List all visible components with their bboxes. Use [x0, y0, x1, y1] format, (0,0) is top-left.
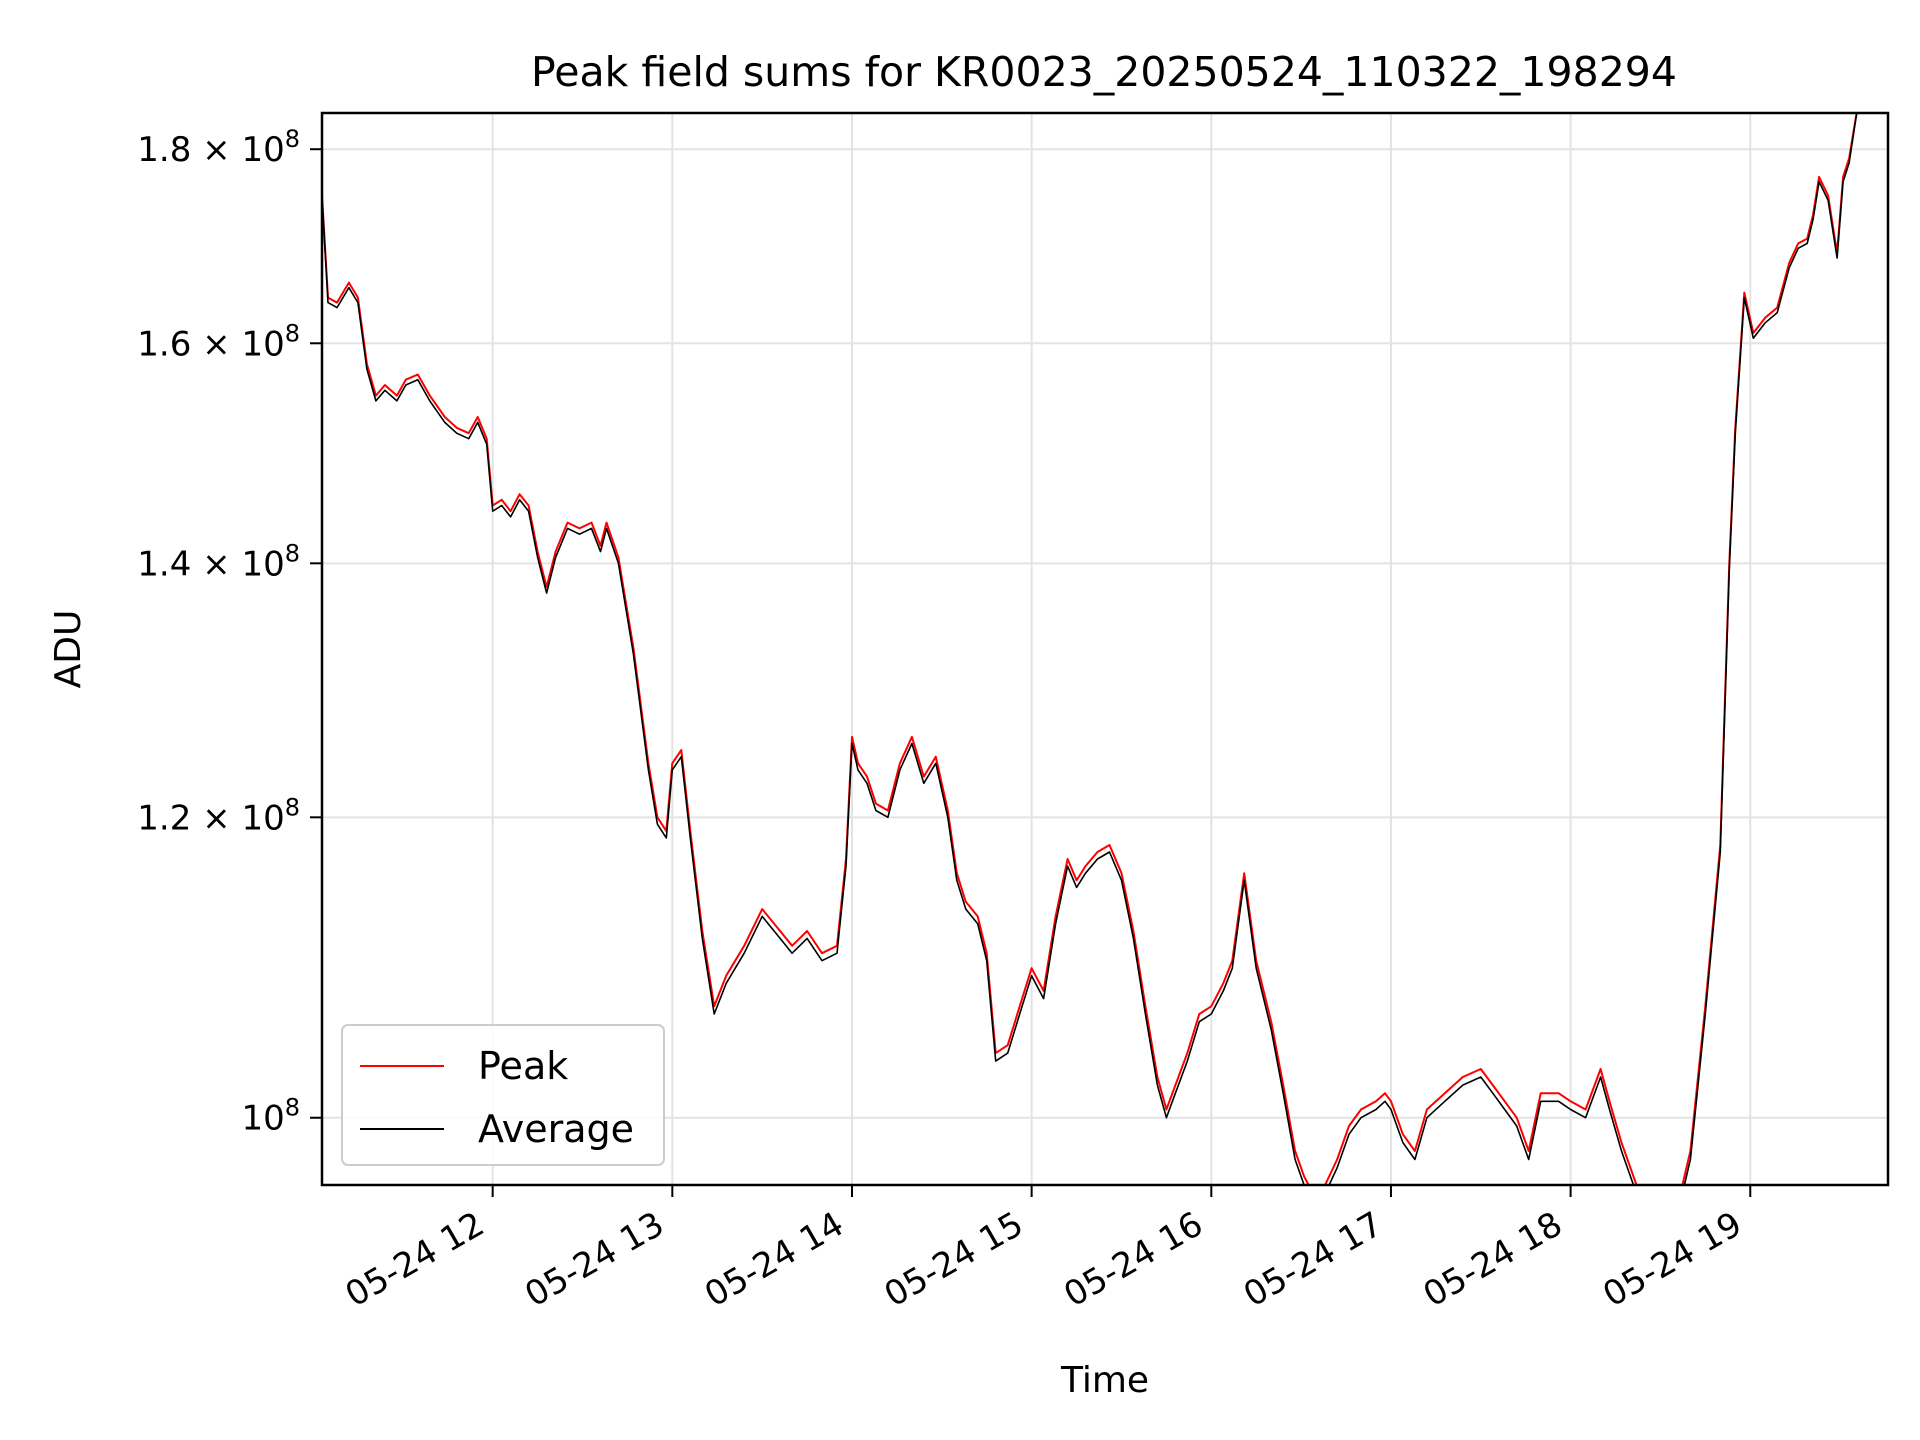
y-tick-times: ×: [191, 324, 241, 364]
y-tick-base: 10: [241, 130, 284, 170]
y-tick-exponent: 8: [285, 1094, 300, 1122]
y-tick-times: ×: [191, 544, 241, 584]
x-tick-label: 05-24 15: [878, 1204, 1030, 1315]
series-line-peak: [322, 113, 1858, 1185]
y-tick-exponent: 8: [285, 539, 300, 567]
x-axis-label: Time: [1060, 1360, 1149, 1401]
y-tick-mantissa: 1.4: [137, 544, 191, 584]
y-tick-label: 1.2 × 108: [137, 793, 300, 838]
y-tick-base: 10: [241, 1099, 284, 1139]
plot-frame: [320, 111, 1890, 1187]
y-tick-base: 10: [241, 798, 284, 838]
chart-title: Peak field sums for KR0023_20250524_1103…: [531, 48, 1677, 96]
x-tick-label: 05-24 14: [698, 1204, 850, 1315]
x-tick-label: 05-24 18: [1417, 1204, 1569, 1315]
y-tick-mantissa: 1.2: [137, 798, 191, 838]
y-tick-exponent: 8: [285, 793, 300, 821]
y-tick-label: 108: [241, 1094, 300, 1139]
x-tick-label: 05-24 19: [1596, 1204, 1748, 1315]
series-line-average: [322, 113, 1858, 1185]
legend-label-peak: Peak: [478, 1044, 568, 1088]
y-tick-exponent: 8: [285, 319, 300, 347]
y-tick-base: 10: [241, 544, 284, 584]
gridlines: [322, 113, 1888, 1185]
y-tick-label: 1.4 × 108: [137, 539, 300, 584]
y-tick-times: ×: [191, 130, 241, 170]
y-tick-mantissa: 1.8: [137, 130, 191, 170]
series-layer: [322, 113, 1858, 1185]
x-tick-label: 05-24 16: [1057, 1204, 1209, 1315]
x-tick-label: 05-24 17: [1237, 1204, 1389, 1315]
x-tick-label: 05-24 12: [339, 1204, 491, 1315]
legend-label-average: Average: [478, 1107, 634, 1151]
y-tick-base: 10: [241, 324, 284, 364]
y-tick-label: 1.8 × 108: [137, 125, 300, 170]
y-tick-times: ×: [191, 798, 241, 838]
x-tick-label: 05-24 13: [518, 1204, 670, 1315]
y-tick-exponent: 8: [285, 125, 300, 153]
y-tick-label: 1.6 × 108: [137, 319, 300, 364]
y-tick-mantissa: 1.6: [137, 324, 191, 364]
legend: Peak Average: [341, 1024, 665, 1166]
x-axis: 05-24 12 05-24 13 05-24 14 05-24 15 05-24 16…: [339, 1185, 1752, 1315]
y-axis-label: ADU: [48, 610, 89, 689]
